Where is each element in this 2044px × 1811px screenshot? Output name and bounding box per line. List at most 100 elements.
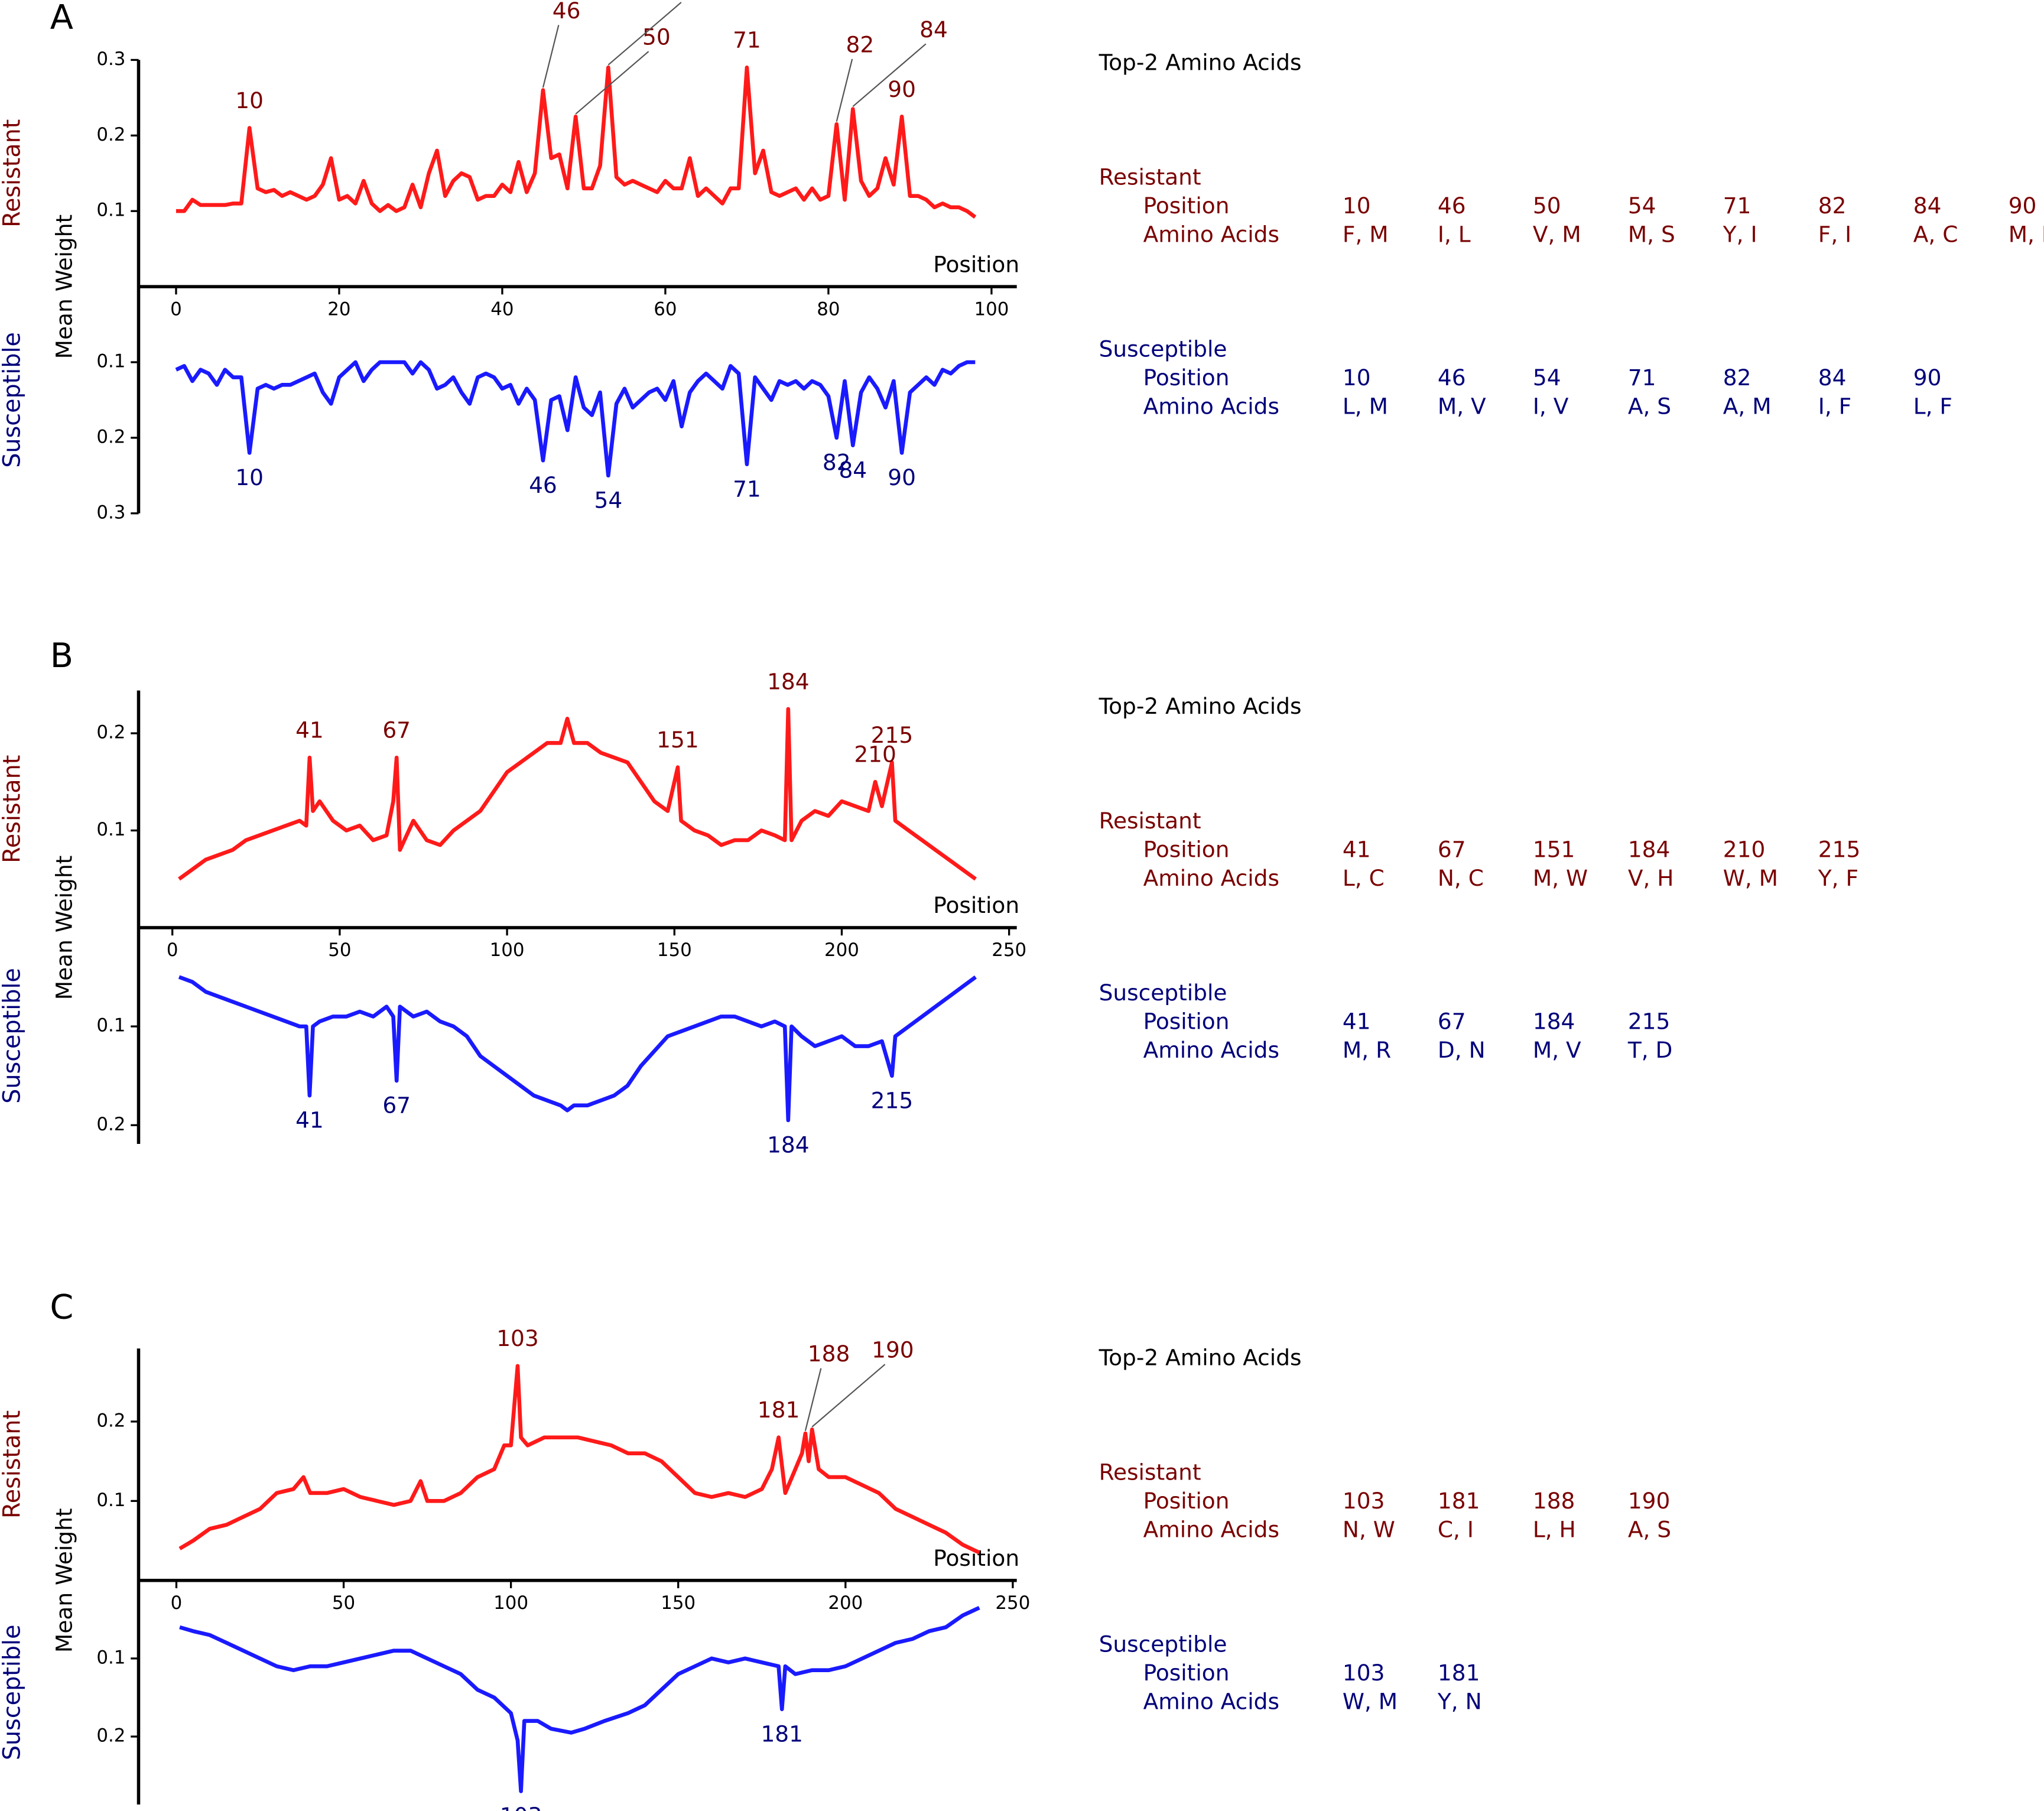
table-position: 10 bbox=[1343, 365, 1371, 391]
table-amino-acids: M, I bbox=[2009, 222, 2044, 248]
table-position: 54 bbox=[1533, 365, 1561, 391]
x-tick-label: 200 bbox=[828, 1592, 863, 1614]
table-amino-acids: C, I bbox=[1438, 1516, 1474, 1542]
x-tick-label: 0 bbox=[171, 1592, 183, 1614]
x-axis-label: Position bbox=[933, 1545, 1019, 1571]
table-amino-acids: L, F bbox=[1913, 394, 1952, 420]
y-tick-label: 0.2 bbox=[96, 1410, 125, 1431]
x-tick-label: 0 bbox=[170, 298, 182, 320]
peak-label: 190 bbox=[872, 1337, 914, 1363]
table-position: 90 bbox=[2009, 193, 2037, 219]
y-tick-label: 0.1 bbox=[96, 819, 125, 840]
group-label: Resistant bbox=[0, 119, 25, 227]
x-tick-label: 150 bbox=[657, 939, 692, 961]
table-row-label: Position bbox=[1143, 836, 1230, 862]
table-amino-acids: N, C bbox=[1438, 865, 1484, 891]
y-tick-label: 0.2 bbox=[96, 124, 125, 145]
table-amino-acids: L, C bbox=[1343, 865, 1385, 891]
table-row-label: Amino Acids bbox=[1143, 222, 1279, 248]
table-position: 41 bbox=[1343, 836, 1371, 862]
table-position: 84 bbox=[1913, 193, 1942, 219]
table-position: 188 bbox=[1533, 1488, 1575, 1514]
table-amino-acids: W, M bbox=[1723, 865, 1778, 891]
table-row-label: Amino Acids bbox=[1143, 1516, 1279, 1542]
table-position: 84 bbox=[1818, 365, 1847, 391]
y2-tick-label: 0.2 bbox=[96, 1725, 125, 1747]
table-amino-acids: A, S bbox=[1628, 1516, 1671, 1542]
group-label: Susceptible bbox=[0, 968, 25, 1104]
table-amino-acids: A, M bbox=[1723, 394, 1772, 420]
peak-label: 215 bbox=[871, 722, 914, 748]
x-tick-label: 250 bbox=[992, 939, 1026, 961]
peak-label: 90 bbox=[888, 76, 916, 102]
leader-line bbox=[542, 25, 560, 88]
leader-line bbox=[575, 51, 649, 115]
table-amino-acids: Y, N bbox=[1437, 1688, 1482, 1714]
x-axis-label: Position bbox=[933, 892, 1019, 918]
table-row-label: Position bbox=[1143, 1660, 1230, 1686]
peak-label: 67 bbox=[382, 1093, 411, 1119]
y2-tick-label: 0.2 bbox=[96, 1114, 125, 1135]
table-row-label: Amino Acids bbox=[1143, 865, 1279, 891]
x-tick-label: 80 bbox=[817, 298, 840, 320]
table-group: Resistant bbox=[1099, 1459, 1201, 1485]
y-tick-label: 0.3 bbox=[96, 48, 125, 70]
leader-line bbox=[811, 1364, 886, 1428]
table-position: 103 bbox=[1343, 1488, 1385, 1514]
peak-label: 215 bbox=[871, 1087, 914, 1113]
series-line bbox=[176, 65, 977, 219]
table-amino-acids: M, W bbox=[1533, 865, 1588, 891]
panel-label: A bbox=[50, 0, 73, 37]
peak-label: 67 bbox=[382, 717, 411, 743]
y-tick-label: 0.2 bbox=[96, 722, 125, 743]
x-tick-label: 150 bbox=[661, 1592, 696, 1614]
table-position: 184 bbox=[1628, 836, 1671, 862]
table-position: 50 bbox=[1533, 193, 1561, 219]
peak-label: 103 bbox=[500, 1803, 542, 1811]
table-position: 181 bbox=[1438, 1660, 1480, 1686]
table-group: Resistant bbox=[1099, 164, 1201, 190]
table-position: 151 bbox=[1533, 836, 1575, 862]
table-amino-acids: Y, F bbox=[1818, 865, 1858, 891]
table-amino-acids: I, L bbox=[1438, 222, 1471, 248]
x-tick-label: 200 bbox=[824, 939, 859, 961]
y2-tick-label: 0.3 bbox=[96, 502, 125, 523]
table-position: 215 bbox=[1818, 836, 1861, 862]
x-tick-label: 250 bbox=[995, 1592, 1030, 1614]
x-tick-label: 0 bbox=[167, 939, 178, 961]
x-tick-label: 60 bbox=[654, 298, 677, 320]
peak-label: 71 bbox=[733, 476, 761, 502]
leader-line bbox=[836, 58, 853, 122]
series-line bbox=[178, 707, 977, 881]
table-position: 67 bbox=[1438, 836, 1466, 862]
table-row-label: Position bbox=[1143, 193, 1230, 219]
series-line bbox=[178, 1364, 980, 1555]
table-amino-acids: F, M bbox=[1343, 222, 1389, 248]
table-row-label: Amino Acids bbox=[1143, 394, 1279, 420]
table-title: Top-2 Amino Acids bbox=[1099, 693, 1302, 719]
y2-tick-label: 0.1 bbox=[96, 1015, 125, 1036]
table-position: 67 bbox=[1438, 1008, 1466, 1034]
x-axis-label: Position bbox=[933, 251, 1019, 277]
leader-line bbox=[607, 2, 682, 66]
y-axis-label: Mean Weight bbox=[51, 856, 77, 1000]
table-amino-acids: T, D bbox=[1627, 1037, 1673, 1063]
peak-label: 46 bbox=[553, 0, 581, 24]
x-tick-label: 100 bbox=[490, 939, 525, 961]
peak-label: 184 bbox=[767, 1132, 810, 1158]
x-tick-label: 20 bbox=[327, 298, 350, 320]
table-position: 103 bbox=[1343, 1660, 1385, 1686]
series-line bbox=[179, 1605, 980, 1793]
panel-label: C bbox=[50, 1287, 73, 1327]
x-tick-label: 50 bbox=[328, 939, 351, 961]
peak-label: 46 bbox=[529, 472, 557, 498]
table-position: 82 bbox=[1818, 193, 1847, 219]
peak-label: 54 bbox=[675, 0, 703, 1]
table-row-label: Position bbox=[1143, 1008, 1230, 1034]
leader-line bbox=[852, 43, 927, 107]
table-group: Susceptible bbox=[1099, 336, 1227, 362]
table-amino-acids: L, H bbox=[1533, 1516, 1576, 1542]
table-group: Resistant bbox=[1099, 808, 1201, 834]
